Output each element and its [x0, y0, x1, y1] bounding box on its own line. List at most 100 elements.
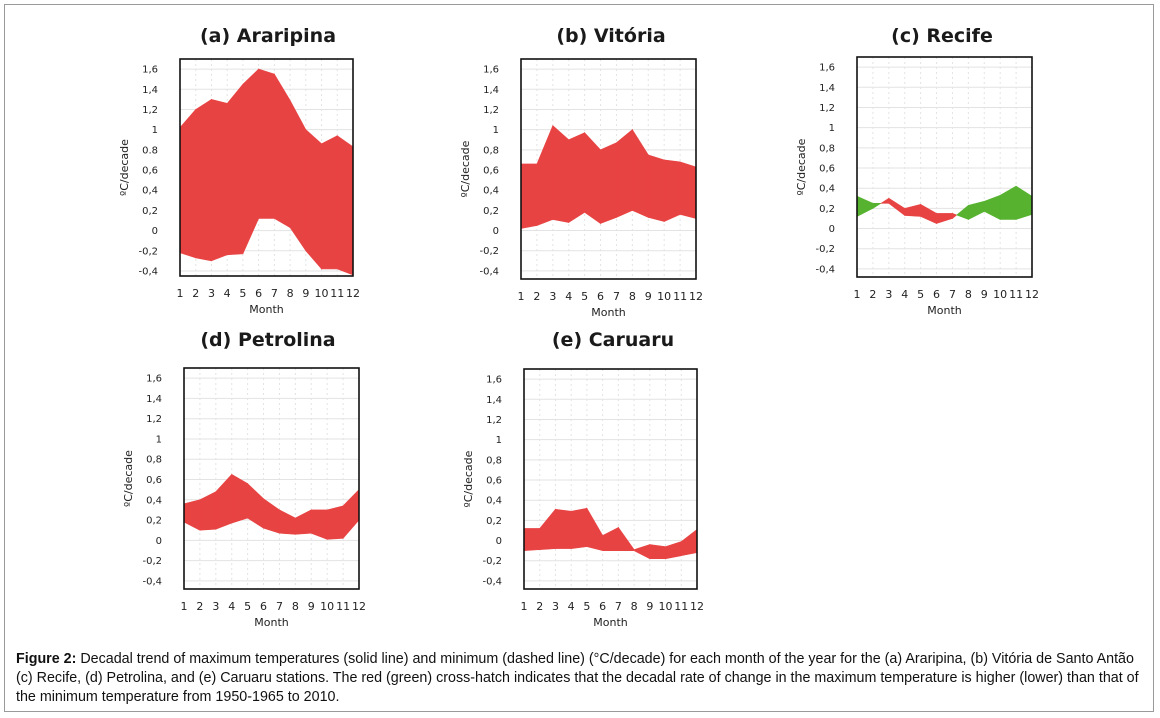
- charts-canvas: (a) Araripina 1,6 1,4 1,2 1 0.8 0,6 0,4 0,2 0 -0,2…: [118, 25, 1039, 629]
- y-tick-label: 0,8: [486, 455, 502, 466]
- x-tick-label: 4: [568, 600, 575, 613]
- x-tick-label: 3: [549, 290, 556, 303]
- y-axis-label: ºC/decade: [462, 450, 475, 507]
- x-tick-label: 6: [599, 600, 606, 613]
- trend-band-segment: [586, 507, 603, 552]
- trend-band-segment: [856, 195, 874, 217]
- y-tick-label: 1,2: [819, 103, 835, 114]
- x-tick-label: 7: [276, 600, 283, 613]
- x-tick-label: 10: [315, 287, 329, 300]
- x-axis-label: Month: [593, 616, 628, 629]
- trend-band-segment: [936, 213, 953, 224]
- y-axis-label: ºC/decade: [122, 450, 135, 507]
- x-tick-label: 3: [212, 600, 219, 613]
- trend-band-segment: [539, 508, 556, 550]
- y-tick-label: -0,4: [479, 266, 499, 277]
- trend-band-segment: [183, 499, 201, 531]
- x-tick-label: 5: [583, 600, 590, 613]
- y-tick-label: 1,4: [146, 394, 162, 405]
- x-tick-label: 4: [228, 600, 235, 613]
- trend-band-segment: [247, 482, 264, 529]
- trend-band-segment: [274, 73, 291, 229]
- x-tick-label: 9: [308, 600, 315, 613]
- x-tick-label: 5: [239, 287, 246, 300]
- trend-band-segment: [263, 498, 280, 534]
- y-tick-label: 0,2: [486, 516, 502, 527]
- trend-band-segment: [904, 203, 921, 217]
- caption-text: Decadal trend of maximum temperatures (s…: [16, 651, 1139, 705]
- x-tick-label: 10: [320, 600, 334, 613]
- x-tick-label: 3: [552, 600, 559, 613]
- chart-title: (c) Recife: [891, 25, 993, 47]
- x-tick-label: 2: [869, 288, 876, 301]
- trend-band-segment: [616, 129, 633, 218]
- trend-band-segment: [632, 128, 649, 218]
- plot-frame: [856, 56, 1033, 278]
- x-tick-label: 1: [177, 287, 184, 300]
- trend-band-segment: [215, 473, 233, 530]
- y-tick-label: -0,4: [138, 266, 158, 277]
- trend-band-segment: [520, 163, 538, 229]
- trend-band-segment: [956, 204, 969, 220]
- y-tick-label: 0: [496, 536, 502, 547]
- trend-band-segment: [647, 154, 665, 222]
- y-tick-label: 0,4: [142, 186, 158, 197]
- x-tick-label: 11: [330, 287, 344, 300]
- trend-band-segment: [279, 509, 296, 535]
- plot-frame: [183, 367, 360, 590]
- trend-band-segment: [570, 507, 588, 549]
- x-tick-label: 5: [917, 288, 924, 301]
- y-tick-label: 1,6: [483, 65, 499, 76]
- y-tick-label: 1: [156, 434, 162, 445]
- trend-band-segment: [920, 203, 937, 224]
- plot-frame: [520, 58, 697, 280]
- figure-caption: Figure 2: Decadal trend of maximum tempe…: [16, 650, 1144, 707]
- trend-band-segment: [321, 135, 338, 270]
- y-tick-label: -0,2: [142, 556, 162, 567]
- x-tick-label: 1: [181, 600, 188, 613]
- x-tick-label: 12: [352, 600, 366, 613]
- trend-band-segment: [952, 212, 958, 220]
- y-tick-label: 0,8: [146, 455, 162, 466]
- x-tick-label: 6: [933, 288, 940, 301]
- trend-band-segment: [555, 508, 572, 549]
- y-axis-label: ºC/decade: [459, 140, 472, 197]
- trend-band-segment: [342, 488, 360, 540]
- x-tick-label: 3: [885, 288, 892, 301]
- x-tick-label: 8: [287, 287, 294, 300]
- trend-band-segment: [211, 98, 228, 262]
- x-tick-label: 7: [615, 600, 622, 613]
- x-tick-label: 1: [854, 288, 861, 301]
- chart-title: (e) Caruaru: [552, 329, 674, 351]
- y-tick-label: 0,4: [819, 184, 835, 195]
- y-tick-label: 1,6: [486, 375, 502, 386]
- chart-panel-5: (e) Caruaru 1,6 1,4 1,2 1 0,8 0,6 0,4 0,2 0 -0,2 -0…: [462, 329, 704, 629]
- x-axis-label: Month: [249, 303, 284, 316]
- y-tick-label: 1: [493, 125, 499, 136]
- y-tick-label: 1,4: [483, 85, 499, 96]
- y-tick-label: 0,8: [819, 143, 835, 154]
- y-tick-label: 1,2: [142, 105, 158, 116]
- x-tick-label: 4: [224, 287, 231, 300]
- trend-band-segment: [195, 98, 212, 262]
- trend-band-segment: [872, 203, 882, 209]
- trend-band-segment: [584, 131, 601, 225]
- chart-title: (d) Petrolina: [200, 329, 335, 351]
- y-tick-label: 0,4: [483, 186, 499, 197]
- y-tick-label: 0,2: [142, 206, 158, 217]
- x-tick-label: 11: [1009, 288, 1023, 301]
- x-tick-label: 11: [336, 600, 350, 613]
- y-axis-label: ºC/decade: [118, 139, 131, 196]
- y-tick-label: 1,4: [142, 85, 158, 96]
- y-tick-label: 0,6: [486, 476, 502, 487]
- x-tick-label: 11: [674, 600, 688, 613]
- x-tick-label: 8: [965, 288, 972, 301]
- x-tick-label: 7: [271, 287, 278, 300]
- y-tick-label: 0,6: [483, 166, 499, 177]
- trend-band-segment: [600, 142, 617, 224]
- x-tick-label: 12: [689, 290, 703, 303]
- trend-band-segment: [231, 473, 248, 524]
- x-tick-label: 12: [346, 287, 360, 300]
- y-tick-label: 0,6: [819, 164, 835, 175]
- x-tick-label: 8: [631, 600, 638, 613]
